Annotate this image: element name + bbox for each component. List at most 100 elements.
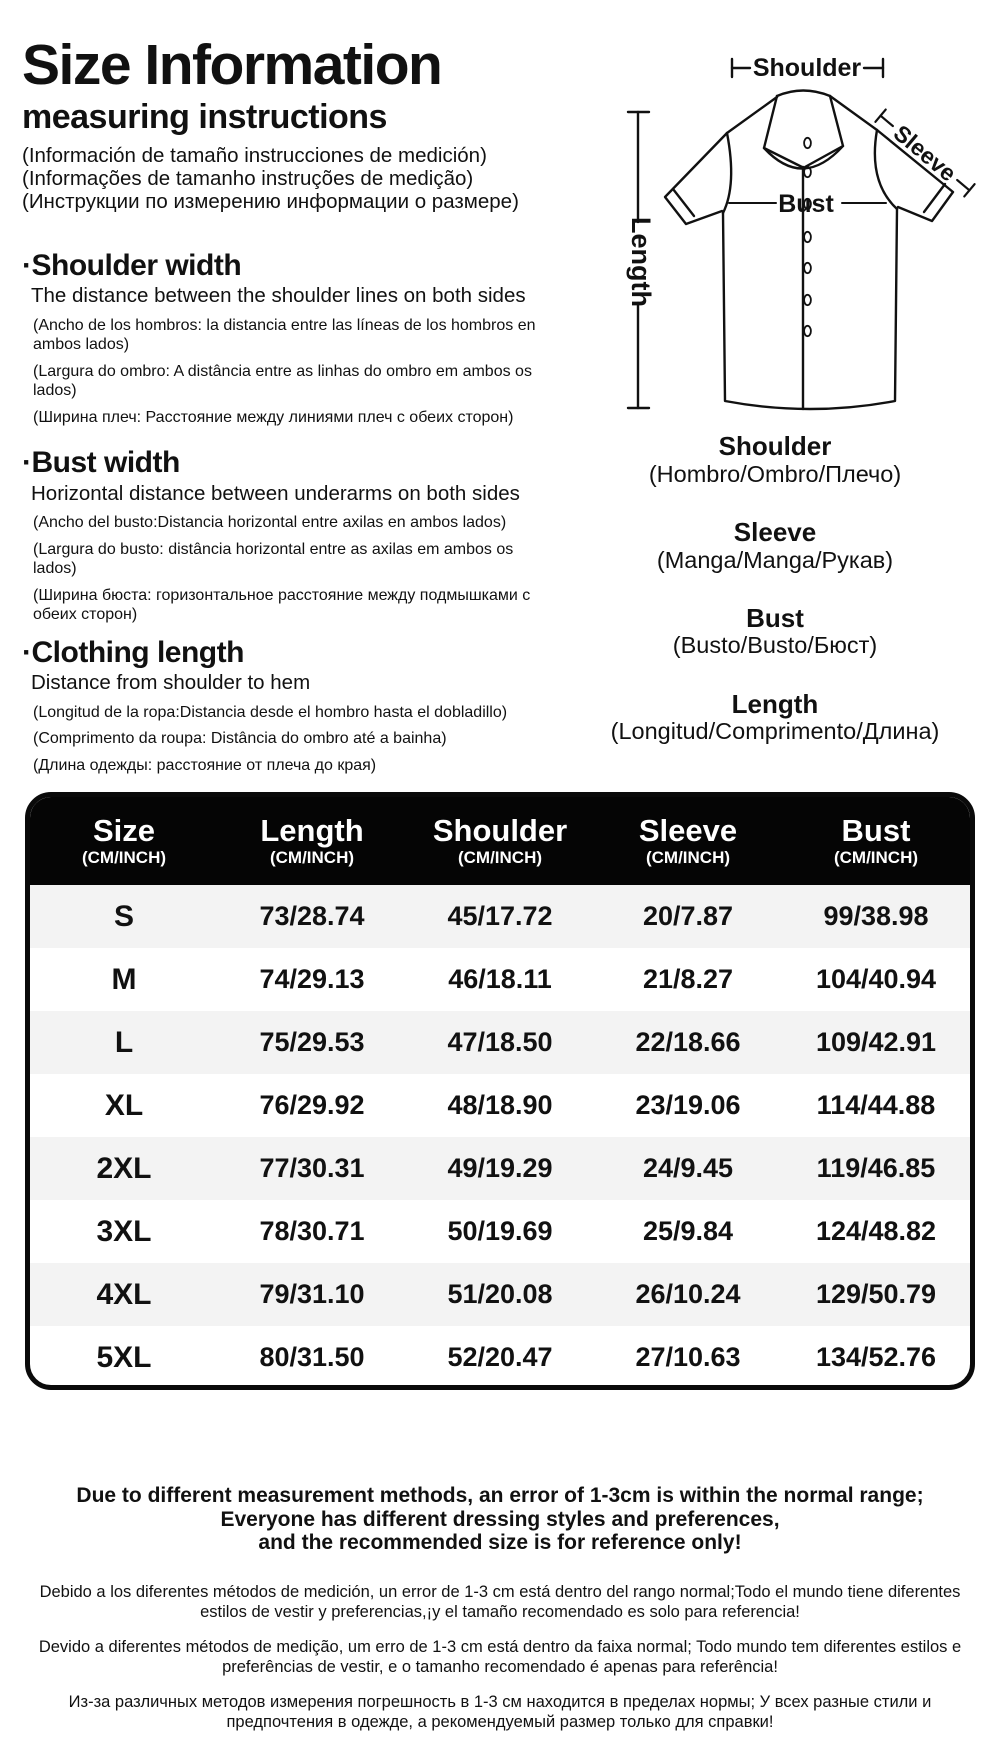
measurement-notice-en: Due to different measurement methods, an… [0,1484,1000,1555]
section-description: Distance from shoulder to hem [31,671,311,695]
cell-length: 78/30.71 [259,1216,365,1246]
section-translation-ru: (Ширина бюста: горизонтальное расстояние… [33,586,531,624]
table-row-m: M 74/29.13 46/18.11 21/8.27 104/40.94 [30,948,970,1011]
cell-bust: 129/50.79 [815,1279,937,1309]
instructions-column: Size Information measuring instructions … [22,30,557,783]
table-row-xl: XL 76/29.92 48/18.90 23/19.06 114/44.88 [30,1074,970,1137]
bullet: · [22,635,32,669]
cell-bust: 104/40.94 [815,964,937,994]
legend-term: Length [731,688,819,719]
cell-bust: 119/46.85 [816,1153,936,1183]
bullet: · [22,446,32,480]
legend-sleeve: Sleeve (Manga/Manga/Рукав) [565,518,985,573]
diagram-shoulder-label: Shoulder [753,54,862,82]
shirt-buttons [803,136,812,338]
measurement-notice-es: Debido a los diferentes métodos de medic… [39,1583,961,1621]
measurement-notice-pt: Devido a diferentes métodos de medição, … [38,1638,962,1676]
cell-shoulder: 50/19.69 [447,1216,553,1246]
table-row-l: L 75/29.53 47/18.50 22/18.66 109/42.91 [30,1011,970,1074]
section-translation-es: (Ancho del busto:Distancia horizontal en… [33,514,507,532]
row-size-label: 5XL [96,1340,152,1374]
notice-line: Due to different measurement methods, an… [76,1484,924,1507]
section-translation-pt: (Largura do ombro: A distância entre as … [33,362,532,400]
row-size-label: S [113,899,134,933]
table-row-2xl: 2XL 77/30.31 49/19.29 24/9.45 119/46.85 [30,1137,970,1200]
section-title: ·Clothing length [22,635,244,669]
cell-sleeve: 26/10.24 [635,1279,741,1309]
section-description: Horizontal distance between underarms on… [31,481,520,505]
cell-shoulder: 51/20.08 [447,1279,553,1309]
cell-shoulder: 48/18.90 [447,1090,553,1120]
measurement-notice-ru: Из-за различных методов измерения погреш… [68,1693,932,1731]
diagram-bust-label: Bust [778,190,834,218]
table-row-s: S 73/28.74 45/17.72 20/7.87 99/38.98 [30,885,970,948]
cell-length: 75/29.53 [259,1027,365,1057]
cell-bust: 134/52.76 [815,1342,937,1372]
column-header-sleeve: Sleeve (CM/INCH) [594,797,782,885]
table-row-4xl: 4XL 79/31.10 51/20.08 26/10.24 129/50.79 [30,1263,970,1326]
legend-translations: (Hombro/Ombro/Плечо) [648,460,902,487]
table-row-5xl: 5XL 80/31.50 52/20.47 27/10.63 134/52.76 [30,1326,970,1385]
cell-length: 77/30.31 [259,1153,365,1183]
legend-translations: (Manga/Manga/Рукав) [656,546,894,573]
subtitle-translation-pt: (Informações de tamanho instruções de me… [22,166,474,190]
cell-sleeve: 27/10.63 [635,1342,741,1372]
page-title: Size Information [22,33,443,97]
page-subtitle: measuring instructions [22,97,387,136]
size-table: Size (CM/INCH) Length (CM/INCH) Shoulder (C… [25,792,975,1390]
row-size-label: 3XL [96,1214,152,1248]
section-translation-es: (Ancho de los hombros: la distancia entr… [33,316,536,354]
notice-line: and the recommended size is for referenc… [258,1531,742,1555]
section-title: ·Shoulder width [22,248,242,282]
diagram-sleeve-label: Sleeve [889,120,962,187]
legend-length: Length (Longitud/Comprimento/Длина) [565,690,985,745]
section-translation-pt: (Comprimento da roupa: Distância do ombr… [33,730,447,748]
section-translation-ru: (Ширина плеч: Расстояние между линиями п… [33,408,514,426]
diagram-length-label: Length [626,217,656,307]
section-description: The distance between the shoulder lines … [31,284,526,308]
shirt-outline [663,89,955,411]
cell-sleeve: 22/18.66 [635,1027,741,1057]
section-clothing-length: ·Clothing length Distance from shoulder … [22,637,557,776]
legend-shoulder: Shoulder (Hombro/Ombro/Плечо) [565,432,985,487]
cell-shoulder: 52/20.47 [447,1342,553,1372]
legend-translations: (Longitud/Comprimento/Длина) [610,718,940,745]
row-size-label: M [111,962,137,996]
length-measure-line [626,110,651,410]
cell-length: 73/28.74 [259,901,365,931]
legend-translations: (Busto/Busto/Бюст) [672,632,878,659]
row-size-label: XL [104,1088,144,1122]
section-translation-pt: (Largura do busto: distância horizontal … [33,540,514,578]
row-size-label: 2XL [96,1151,152,1185]
column-header-bust: Bust (CM/INCH) [782,797,970,885]
cell-length: 76/29.92 [259,1090,365,1120]
cell-length: 74/29.13 [259,964,365,994]
notice-line: Everyone has different dressing styles a… [220,1507,780,1531]
legend-term: Sleeve [733,516,817,547]
bullet: · [22,248,32,282]
sleeve-measure-line: Sleeve [874,108,976,198]
cell-bust: 109/42.91 [815,1027,937,1057]
cell-sleeve: 20/7.87 [642,901,734,931]
cell-shoulder: 49/19.29 [447,1153,553,1183]
shoulder-measure-line [730,57,885,79]
cell-bust: 99/38.98 [823,901,929,931]
column-header-shoulder: Shoulder (CM/INCH) [406,797,594,885]
cell-shoulder: 46/18.11 [448,964,552,994]
cell-length: 79/31.10 [259,1279,365,1309]
cell-length: 80/31.50 [259,1342,365,1372]
cell-sleeve: 21/8.27 [642,964,734,994]
cell-shoulder: 45/17.72 [447,901,553,931]
size-table-header: Size (CM/INCH) Length (CM/INCH) Shoulder (C… [30,797,970,885]
column-header-size: Size (CM/INCH) [30,797,218,885]
cell-bust: 124/48.82 [815,1216,937,1246]
section-title: ·Bust width [22,446,180,480]
section-shoulder-width: ·Shoulder width The distance between the… [22,248,557,428]
subtitle-translation-ru: (Инструкции по измерению информации о ра… [22,190,519,214]
legend-term: Bust [746,602,804,633]
cell-sleeve: 25/9.84 [642,1216,734,1246]
section-bust-width: ·Bust width Horizontal distance between … [22,447,557,625]
cell-sleeve: 24/9.45 [642,1153,734,1183]
row-size-label: 4XL [96,1277,152,1311]
footer-notices: Due to different measurement methods, an… [0,1484,1000,1732]
